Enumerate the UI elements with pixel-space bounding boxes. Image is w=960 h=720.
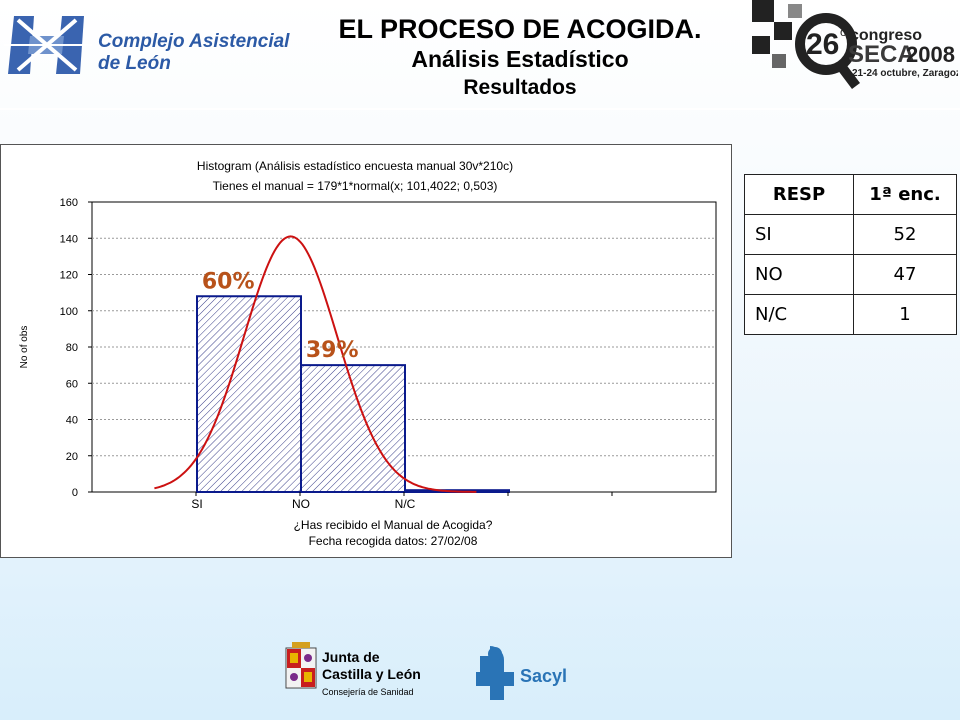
row-label: NO <box>744 254 854 295</box>
table-header-row: RESP 1ª enc. <box>744 174 957 215</box>
page-subtitle: Análisis Estadístico <box>411 46 629 72</box>
sacyl-text: Sacyl <box>520 666 567 686</box>
y-tick-label: 0 <box>72 487 78 499</box>
annotation-no: 39% <box>306 338 359 363</box>
table-row: SI 52 <box>744 214 957 255</box>
table-header-enc: 1ª enc. <box>853 174 957 215</box>
response-table-wrap: RESP 1ª enc. SI 52 NO 47 N/C 1 <box>744 174 957 335</box>
y-tick-label: 100 <box>60 306 78 318</box>
x-tick-label: NO <box>292 497 310 511</box>
y-tick-label: 80 <box>66 342 78 354</box>
org-name-line2: de León <box>98 53 171 74</box>
table-row: N/C 1 <box>744 294 957 335</box>
chart-title: Histogram (Análisis estadístico encuesta… <box>197 159 513 173</box>
table-row: NO 47 <box>744 254 957 295</box>
x-tick-label: SI <box>191 497 202 511</box>
y-axis-label: No of obs <box>19 326 30 369</box>
row-value: 47 <box>853 254 957 295</box>
histogram-chart: Histogram (Análisis estadístico encuesta… <box>0 144 732 558</box>
title-block: EL PROCESO DE ACOGIDA. Análisis Estadíst… <box>300 14 740 102</box>
annotations: 60% 39% <box>202 269 359 363</box>
jcyl-line1: Junta de <box>322 649 380 665</box>
chart-subtitle: Tienes el manual = 179*1*normal(x; 101,4… <box>213 179 498 193</box>
section-title: Resultados <box>463 76 577 99</box>
jcyl-line3: Consejería de Sanidad <box>322 687 414 697</box>
row-label: N/C <box>744 294 854 335</box>
y-tick-label: 60 <box>66 378 78 390</box>
x-tick-label: N/C <box>395 497 416 511</box>
y-tick-label: 40 <box>66 415 78 427</box>
congress-word: congreso <box>850 27 922 44</box>
y-tick-label: 120 <box>60 270 78 282</box>
footer-logos: Junta de Castilla y León Consejería de S… <box>285 642 567 700</box>
congress-dates: 21-24 octubre, Zaragoza <box>852 68 958 79</box>
sacyl-logo-icon <box>476 646 514 700</box>
y-tick-label: 20 <box>66 451 78 463</box>
y-tick-label: 160 <box>60 197 78 209</box>
hospital-h-icon <box>4 16 92 74</box>
y-axis-ticks: 0 20 40 60 80 100 120 140 160 <box>60 197 92 499</box>
header: Complejo Asistencial de León EL PROCESO … <box>0 0 960 110</box>
bars <box>196 295 510 493</box>
logo-square-3 <box>752 36 770 54</box>
y-tick-label: 140 <box>60 233 78 245</box>
annotation-si: 60% <box>202 269 255 294</box>
histogram-svg: Histogram (Análisis estadístico encuesta… <box>19 159 717 548</box>
bar-si <box>196 295 302 493</box>
congress-brand: SECA <box>848 41 915 68</box>
row-value: 52 <box>853 214 957 255</box>
logo-square-5 <box>772 54 786 68</box>
org-name-line1: Complejo Asistencial <box>98 31 290 52</box>
q-ring-icon <box>795 13 857 75</box>
table-header-resp: RESP <box>744 174 854 215</box>
jcyl-line2: Castilla y León <box>322 666 421 682</box>
logo-square-1 <box>752 0 774 22</box>
response-table: RESP 1ª enc. SI 52 NO 47 N/C 1 <box>744 174 957 335</box>
logo-square-2 <box>774 22 792 40</box>
complejo-asistencial-logo: Complejo Asistencial de León <box>4 14 304 78</box>
x-axis-label-2: Fecha recogida datos: 27/02/08 <box>309 534 478 548</box>
page-title: EL PROCESO DE ACOGIDA. <box>338 14 702 44</box>
edition-number: 26 <box>806 28 839 61</box>
x-axis-label: ¿Has recibido el Manual de Acogida? <box>294 518 493 532</box>
x-axis-ticks: SI NO N/C <box>191 492 613 511</box>
edition-suffix: o <box>840 25 847 39</box>
normal-curve <box>154 235 477 493</box>
jcyl-shield-icon <box>285 642 317 689</box>
congress-year: 2008 <box>906 42 955 67</box>
congreso-seca-logo: 26 o congreso SECA 2008 21-24 octubre, Z… <box>752 0 958 89</box>
row-value: 1 <box>853 294 957 335</box>
logo-square-4 <box>788 4 802 18</box>
row-label: SI <box>744 214 854 255</box>
header-divider <box>0 108 960 110</box>
